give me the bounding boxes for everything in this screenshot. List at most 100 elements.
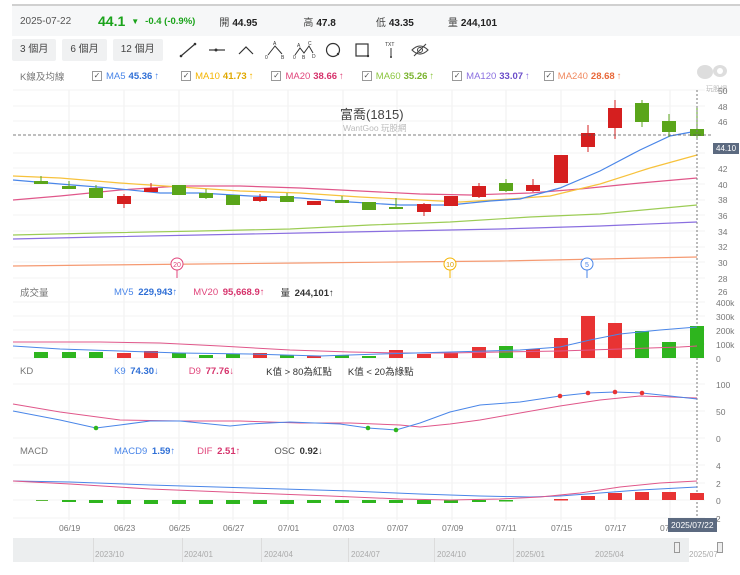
line-tool-icon[interactable] bbox=[174, 39, 202, 61]
svg-text:10: 10 bbox=[446, 262, 454, 269]
svg-text:38: 38 bbox=[718, 195, 728, 205]
crosshair-date-tag: 2025/07/22 bbox=[668, 518, 717, 532]
candlesticks bbox=[34, 100, 704, 216]
price-change: -0.4 (-0.9%) bbox=[145, 15, 196, 27]
open-price: 開 44.95 bbox=[219, 17, 258, 29]
legend-ma5[interactable]: ✓ MA5 45.36 ↑ bbox=[92, 70, 160, 82]
wantgoo-logo: 玩股網 bbox=[692, 62, 732, 94]
chart-toolbar: 3 個月 6 個月 12 個月 A 0 B A C 0 B D TXT bbox=[12, 38, 434, 62]
osc-bars bbox=[36, 492, 704, 504]
range-navigator[interactable]: 2023/10 2024/01 2024/04 2024/07 2024/10 … bbox=[13, 538, 723, 562]
bull-logo-icon bbox=[697, 65, 727, 79]
svg-text:C: C bbox=[308, 41, 312, 47]
angle-tool-icon[interactable] bbox=[232, 39, 260, 61]
mv5-line bbox=[12, 326, 698, 357]
checkbox-icon[interactable]: ✓ bbox=[181, 71, 192, 81]
chart-subtitle: WantGoo 玩股網 bbox=[343, 123, 407, 133]
svg-text:20: 20 bbox=[173, 262, 181, 269]
legend-ma10[interactable]: ✓ MA10 41.73 ↑ bbox=[181, 70, 254, 82]
legend-ma120[interactable]: ✓ MA120 33.07 ↑ bbox=[452, 70, 530, 82]
kd-note-green: K值 < 20為綠點 bbox=[347, 367, 414, 378]
svg-text:100: 100 bbox=[716, 380, 730, 390]
range-3m-button[interactable]: 3 個月 bbox=[12, 39, 57, 61]
range-6m-button[interactable]: 6 個月 bbox=[62, 39, 107, 61]
osc-value: OSC 0.92↓ bbox=[274, 446, 323, 457]
svg-text:32: 32 bbox=[718, 242, 728, 252]
x-axis: 06/19 06/23 06/25 06/27 07/01 07/03 07/0… bbox=[59, 523, 670, 533]
svg-text:07/03: 07/03 bbox=[333, 523, 355, 533]
ma-legend: K線及均線 ✓ MA5 45.36 ↑ ✓ MA10 41.73 ↑ ✓ MA20 38.66 ↑… bbox=[12, 66, 633, 86]
mv20-value: MV20 95,668.9↑ bbox=[193, 286, 265, 298]
svg-text:28: 28 bbox=[718, 274, 728, 284]
legend-title: K線及均線 bbox=[20, 72, 65, 83]
svg-text:A: A bbox=[297, 43, 301, 49]
svg-text:48: 48 bbox=[718, 102, 728, 112]
svg-text:-2: -2 bbox=[713, 514, 721, 524]
navigator-right-handle[interactable] bbox=[717, 542, 723, 553]
low-price: 低 43.35 bbox=[375, 17, 414, 29]
dif-line bbox=[12, 480, 698, 501]
svg-text:0: 0 bbox=[716, 496, 721, 506]
svg-text:0: 0 bbox=[293, 55, 296, 60]
rectangle-tool-icon[interactable] bbox=[348, 39, 376, 61]
svg-text:34: 34 bbox=[718, 227, 728, 237]
svg-text:200k: 200k bbox=[716, 326, 735, 336]
svg-text:A: A bbox=[273, 41, 277, 47]
mv5-value: MV5 229,943↑ bbox=[114, 286, 178, 298]
ma20-marker[interactable]: 20 bbox=[170, 257, 184, 278]
ma5-marker[interactable]: 5 bbox=[580, 257, 594, 278]
svg-text:50: 50 bbox=[718, 86, 728, 96]
macd9-line bbox=[12, 480, 698, 498]
volume-y-axis: 400k 300k 200k 100k 0 bbox=[716, 298, 735, 364]
svg-text:0: 0 bbox=[716, 434, 721, 444]
ma10-marker[interactable]: 10 bbox=[443, 257, 457, 278]
svg-text:06/27: 06/27 bbox=[223, 523, 245, 533]
range-12m-button[interactable]: 12 個月 bbox=[112, 39, 163, 61]
svg-text:07/09: 07/09 bbox=[442, 523, 464, 533]
svg-text:100k: 100k bbox=[716, 340, 735, 350]
circle-tool-icon[interactable] bbox=[319, 39, 347, 61]
price-y-axis: 50 48 46 42 40 38 36 34 32 30 28 26 bbox=[718, 86, 728, 297]
k-line bbox=[12, 391, 698, 431]
svg-text:30: 30 bbox=[718, 258, 728, 268]
svg-text:06/25: 06/25 bbox=[169, 523, 191, 533]
text-tool-icon[interactable]: TXT bbox=[377, 39, 405, 61]
checkbox-icon[interactable]: ✓ bbox=[543, 71, 554, 81]
ma120-line bbox=[12, 221, 698, 240]
legend-ma20[interactable]: ✓ MA20 38.66 ↑ bbox=[271, 70, 344, 82]
d9-value: D9 77.76↓ bbox=[188, 365, 235, 377]
legend-ma240[interactable]: ✓ MA240 28.68 ↑ bbox=[543, 70, 622, 82]
vol-value: 量 244,101↑ bbox=[280, 288, 334, 299]
svg-text:50: 50 bbox=[716, 407, 726, 417]
svg-text:5: 5 bbox=[585, 262, 589, 269]
last-price: 44.1 bbox=[98, 13, 126, 29]
volume-panel-header: 成交量 MV5 229,943↑ MV20 95,668.9↑ 量 244,10… bbox=[20, 286, 334, 300]
abcd-pattern-tool-icon[interactable]: A C 0 B D bbox=[290, 39, 318, 61]
svg-text:40: 40 bbox=[718, 180, 728, 190]
volume: 量 244,101 bbox=[447, 17, 498, 29]
horizontal-line-tool-icon[interactable] bbox=[203, 39, 231, 61]
svg-text:46: 46 bbox=[718, 117, 728, 127]
checkbox-icon[interactable]: ✓ bbox=[452, 71, 463, 81]
svg-text:36: 36 bbox=[718, 211, 728, 221]
hide-drawings-icon[interactable] bbox=[406, 39, 434, 61]
checkbox-icon[interactable]: ✓ bbox=[92, 71, 102, 81]
svg-text:07/17: 07/17 bbox=[605, 523, 627, 533]
svg-text:D: D bbox=[312, 54, 316, 60]
abc-pattern-tool-icon[interactable]: A 0 B bbox=[261, 39, 289, 61]
chart-title: 富喬(1815) bbox=[340, 107, 404, 122]
macd-y-axis: 4 2 0 -2 bbox=[713, 461, 721, 524]
kd-y-axis: 100 50 0 bbox=[716, 380, 730, 444]
checkbox-icon[interactable]: ✓ bbox=[271, 71, 282, 81]
ma60-line bbox=[12, 204, 698, 236]
navigator-left-handle[interactable] bbox=[674, 542, 680, 553]
dif-value: DIF 2.51↑ bbox=[197, 446, 241, 457]
svg-text:4: 4 bbox=[716, 461, 721, 471]
macd-panel-header: MACD MACD9 1.59↑ DIF 2.51↑ OSC 0.92↓ bbox=[20, 446, 323, 457]
navigator-selection[interactable] bbox=[689, 538, 720, 562]
checkbox-icon[interactable]: ✓ bbox=[361, 71, 372, 81]
legend-ma60[interactable]: ✓ MA60 35.26 ↑ bbox=[361, 70, 435, 82]
down-triangle-icon: ▼ bbox=[131, 16, 140, 26]
svg-text:07/07: 07/07 bbox=[387, 523, 409, 533]
